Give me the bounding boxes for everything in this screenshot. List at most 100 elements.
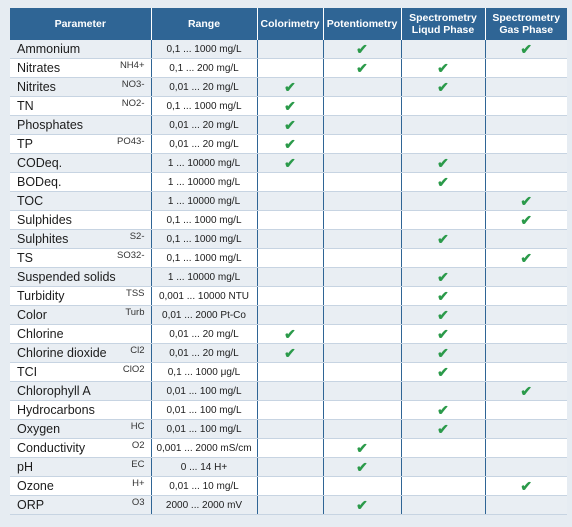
table-row: Nitrites NO3- 0,01 ... 20 mg/L ✔ ✔: [10, 77, 567, 97]
spectrometry-liquid-cell: [401, 457, 486, 477]
table-row: TP PO43- 0,01 ... 20 mg/L ✔: [10, 134, 567, 154]
header-colorimetry: Colorimetry: [257, 8, 324, 40]
spectrometry-liquid-cell: ✔: [401, 400, 486, 420]
spectrometry-gas-cell: [485, 457, 567, 477]
spectrometry-gas-cell: [485, 172, 567, 192]
parameter-name: CODeq.: [17, 156, 63, 170]
range-cell: 0,1 ... 1000 mg/L: [151, 210, 258, 230]
potentiometry-cell: [323, 153, 402, 173]
parameter-name: Sulphides: [17, 213, 72, 227]
check-icon: ✔: [437, 268, 449, 285]
parameter-cell: ORP O3: [10, 495, 152, 515]
parameter-name: ORP: [17, 498, 45, 512]
colorimetry-cell: [257, 40, 324, 59]
spectrometry-gas-cell: [485, 58, 567, 78]
spectrometry-liquid-cell: [401, 476, 486, 496]
header-range: Range: [151, 8, 258, 40]
spectrometry-gas-cell: [485, 324, 567, 344]
chemical-formula: NO2-: [121, 98, 145, 109]
parameter-name: Turbidity: [17, 289, 65, 303]
spectrometry-liquid-cell: [401, 210, 486, 230]
check-icon: ✔: [437, 363, 449, 380]
range-cell: 0,01 ... 100 mg/L: [151, 381, 258, 401]
spectrometry-gas-cell: [485, 343, 567, 363]
parameter-cell: TS SO32-: [10, 248, 152, 268]
parameter-cell: Chlorophyll A: [10, 381, 152, 401]
parameter-cell: Sulphites S2-: [10, 229, 152, 249]
range-cell: 2000 ... 2000 mV: [151, 495, 258, 515]
potentiometry-cell: ✔: [323, 58, 402, 78]
colorimetry-cell: [257, 305, 324, 325]
check-icon: ✔: [437, 401, 449, 418]
colorimetry-cell: ✔: [257, 96, 324, 116]
parameter-name: Oxygen: [17, 422, 61, 436]
spectrometry-liquid-cell: ✔: [401, 362, 486, 382]
potentiometry-cell: [323, 476, 402, 496]
table-row: Sulphides 0,1 ... 1000 mg/L ✔: [10, 210, 567, 230]
table-body: Ammonium 0,1 ... 1000 mg/L ✔ ✔ Nitrates NH4+ 0…: [10, 40, 567, 515]
range-cell: 0 ... 14 H+: [151, 457, 258, 477]
colorimetry-cell: [257, 419, 324, 439]
range-cell: 0,1 ... 1000 mg/L: [151, 248, 258, 268]
table-row: pH EC 0 ... 14 H+ ✔: [10, 457, 567, 477]
table-row: TS SO32- 0,1 ... 1000 mg/L ✔: [10, 248, 567, 268]
range-cell: 0,1 ... 1000 μg/L: [151, 362, 258, 382]
parameter-cell: Ammonium: [10, 40, 152, 59]
parameter-name: Ammonium: [17, 42, 81, 56]
range-cell: 1 ... 10000 mg/L: [151, 267, 258, 287]
colorimetry-cell: [257, 438, 324, 458]
potentiometry-cell: ✔: [323, 495, 402, 515]
colorimetry-cell: [257, 58, 324, 78]
check-icon: ✔: [520, 211, 533, 228]
spectrometry-gas-cell: [485, 153, 567, 173]
parameter-name: Chlorine: [17, 327, 64, 341]
check-icon: ✔: [437, 344, 449, 361]
parameter-name: TS: [17, 251, 33, 265]
parameter-cell: Hydrocarbons: [10, 400, 152, 420]
parameter-cell: Turbidity TSS: [10, 286, 152, 306]
range-cell: 0,01 ... 20 mg/L: [151, 324, 258, 344]
check-icon: ✔: [520, 477, 533, 494]
potentiometry-cell: [323, 381, 402, 401]
table-row: CODeq. 1 ... 10000 mg/L ✔ ✔: [10, 153, 567, 173]
parameter-cell: BODeq.: [10, 172, 152, 192]
table-row: Turbidity TSS 0,001 ... 10000 NTU ✔: [10, 286, 567, 306]
range-cell: 0,01 ... 20 mg/L: [151, 115, 258, 135]
colorimetry-cell: ✔: [257, 324, 324, 344]
check-icon: ✔: [284, 97, 296, 114]
chemical-formula: SO32-: [117, 250, 145, 261]
colorimetry-cell: [257, 476, 324, 496]
parameter-name: Nitrites: [17, 80, 56, 94]
range-cell: 0,01 ... 2000 Pt-Co: [151, 305, 258, 325]
parameter-name: Sulphites: [17, 232, 69, 246]
colorimetry-cell: [257, 495, 324, 515]
check-icon: ✔: [437, 325, 449, 342]
chemical-formula: TSS: [126, 288, 145, 299]
parameter-cell: Chlorine: [10, 324, 152, 344]
potentiometry-cell: [323, 172, 402, 192]
potentiometry-cell: [323, 248, 402, 268]
colorimetry-cell: ✔: [257, 153, 324, 173]
colorimetry-cell: [257, 248, 324, 268]
spectrometry-gas-cell: [485, 286, 567, 306]
range-cell: 0,01 ... 20 mg/L: [151, 343, 258, 363]
potentiometry-cell: [323, 115, 402, 135]
spectrometry-gas-cell: [485, 400, 567, 420]
spectrometry-liquid-cell: ✔: [401, 286, 486, 306]
check-icon: ✔: [437, 59, 449, 76]
check-icon: ✔: [437, 154, 449, 171]
spectrometry-liquid-cell: ✔: [401, 305, 486, 325]
table-row: Conductivity O2 0,001 ... 2000 mS/cm ✔: [10, 438, 567, 458]
spectrometry-liquid-cell: [401, 248, 486, 268]
parameter-cell: Chlorine dioxide Cl2: [10, 343, 152, 363]
parameter-cell: TP PO43-: [10, 134, 152, 154]
parameter-cell: pH EC: [10, 457, 152, 477]
parameter-cell: Ozone H+: [10, 476, 152, 496]
spectrometry-gas-cell: ✔: [485, 248, 567, 268]
spectrometry-liquid-cell: ✔: [401, 229, 486, 249]
spectrometry-liquid-cell: [401, 495, 486, 515]
spectrometry-liquid-cell: [401, 381, 486, 401]
check-icon: ✔: [437, 306, 449, 323]
potentiometry-cell: ✔: [323, 438, 402, 458]
